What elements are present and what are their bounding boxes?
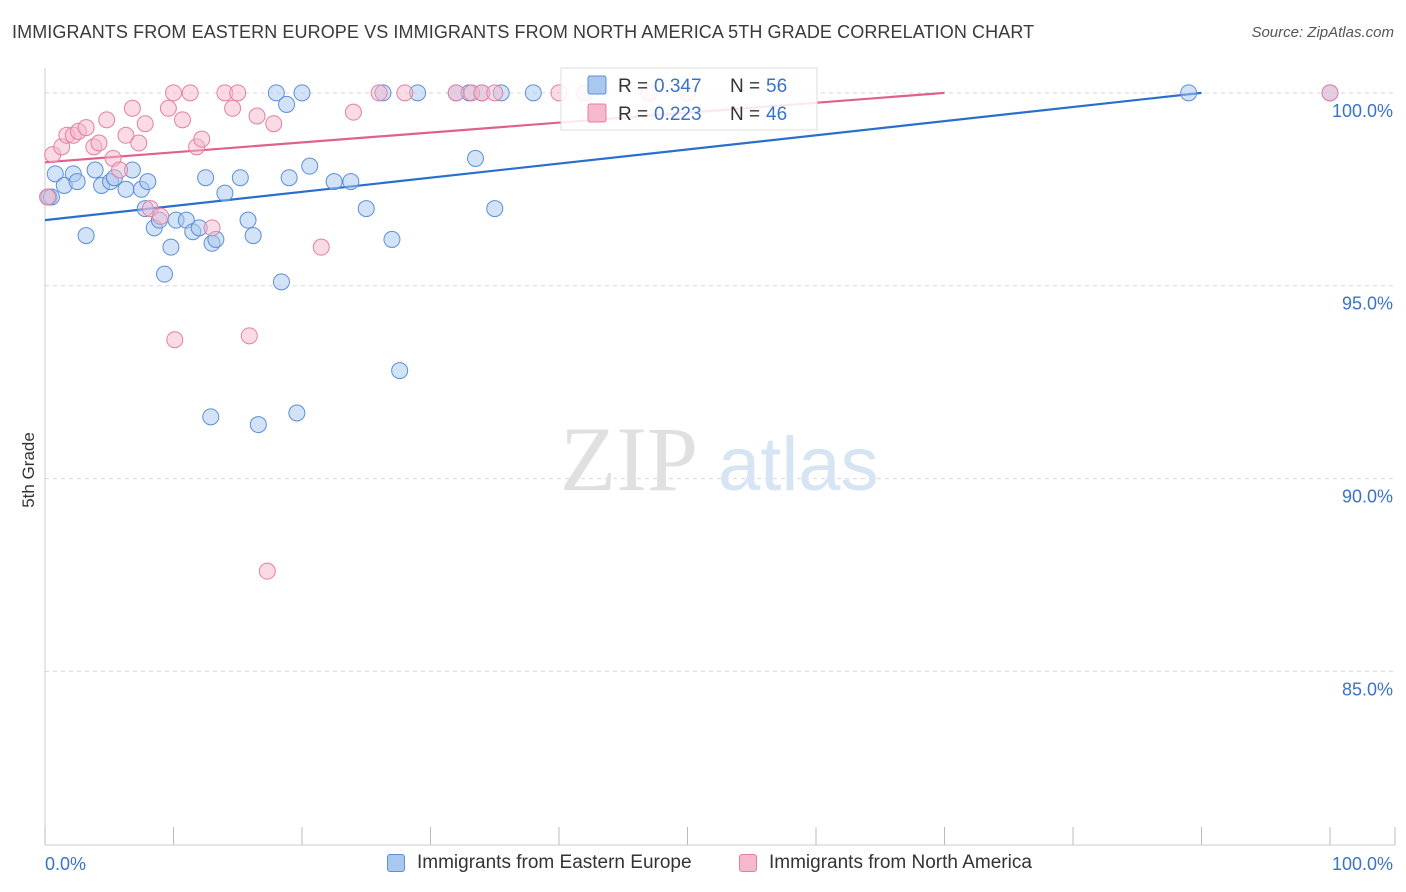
north-america-point	[39, 188, 57, 206]
legend-swatch-blue	[587, 75, 607, 95]
source-credit: Source: ZipAtlas.com	[1251, 24, 1394, 41]
eastern-europe-point	[466, 149, 484, 167]
y-axis-label: 5th Grade	[19, 432, 38, 508]
legend-r-value: 0.223	[654, 104, 702, 125]
legend-label: Immigrants from North America	[769, 852, 1032, 873]
north-america-point	[130, 134, 148, 152]
north-america-point	[193, 130, 211, 148]
eastern-europe-point	[280, 169, 298, 187]
y-tick-label: 90.0%	[1342, 487, 1393, 507]
north-america-point	[224, 99, 242, 117]
y-tick-label: 100.0%	[1332, 101, 1393, 121]
eastern-europe-point	[325, 173, 343, 191]
eastern-europe-point	[524, 84, 542, 102]
eastern-europe-point	[77, 227, 95, 245]
north-america-point	[165, 84, 182, 102]
north-america-point	[203, 219, 221, 237]
eastern-europe-point	[249, 416, 267, 434]
eastern-europe-point	[231, 169, 249, 187]
north-america-point	[312, 238, 330, 256]
eastern-europe-point	[46, 165, 64, 183]
eastern-europe-point	[301, 157, 319, 175]
north-america-point	[248, 107, 266, 125]
stats-legend: R = 0.347 N = 56 R = 0.223 N = 46	[560, 67, 818, 131]
legend-item-north-america[interactable]: Immigrants from North America	[739, 852, 1032, 874]
eastern-europe-point	[244, 227, 262, 245]
eastern-europe-point	[139, 173, 157, 191]
north-america-point	[111, 161, 129, 179]
north-america-point	[344, 103, 362, 121]
eastern-europe-point	[68, 173, 86, 191]
y-tick-label: 95.0%	[1342, 294, 1393, 314]
north-america-point	[1321, 84, 1339, 102]
north-america-point	[117, 126, 135, 144]
eastern-europe-point	[293, 84, 311, 102]
eastern-europe-point	[197, 169, 215, 187]
x-tick-labels: 0.0% 100.0%	[45, 854, 1393, 874]
north-america-point	[77, 119, 95, 137]
north-america-point	[265, 115, 283, 133]
watermark: ZIP atlas	[560, 408, 879, 510]
eastern-europe-point	[383, 230, 401, 248]
legend-r-label: R =	[618, 76, 648, 97]
legend-item-eastern-europe[interactable]: Immigrants from Eastern Europe	[387, 852, 692, 874]
north-america-point	[258, 562, 276, 580]
eastern-europe-point	[288, 404, 306, 422]
eastern-europe-point	[239, 211, 257, 229]
legend-swatch-blue	[387, 854, 405, 872]
eastern-europe-trend-line	[44, 91, 1202, 222]
legend-swatch-pink	[587, 103, 607, 123]
y-tick-labels: 100.0% 95.0% 90.0% 85.0%	[1332, 101, 1393, 700]
eastern-europe-point	[86, 161, 104, 179]
watermark-atlas: atlas	[718, 422, 879, 507]
north-america-point	[447, 84, 465, 102]
eastern-europe-point	[162, 238, 180, 256]
north-america-point	[166, 331, 184, 349]
north-america-point	[370, 84, 388, 102]
north-america-point	[486, 84, 504, 102]
bottom-legend: Immigrants from Eastern Europe Immigrant…	[0, 852, 1406, 878]
north-america-point	[396, 84, 414, 102]
north-america-point	[98, 111, 116, 129]
legend-r-value: 0.347	[654, 76, 702, 97]
eastern-europe-point	[156, 265, 174, 283]
x-tick-label: 100.0%	[1332, 854, 1393, 874]
eastern-europe-point	[357, 200, 375, 218]
legend-label: Immigrants from Eastern Europe	[417, 852, 692, 873]
eastern-europe-point	[202, 408, 220, 426]
north-america-point	[90, 134, 108, 152]
north-america-point	[152, 207, 170, 225]
north-america-point	[123, 99, 141, 117]
eastern-europe-point	[278, 95, 296, 113]
north-america-point	[181, 84, 199, 102]
y-tick-label: 85.0%	[1342, 679, 1393, 699]
eastern-europe-point	[391, 362, 409, 380]
eastern-europe-point	[267, 84, 285, 102]
legend-n-value: 56	[766, 76, 787, 97]
north-america-point	[229, 84, 247, 102]
legend-n-value: 46	[766, 104, 787, 125]
north-america-point	[159, 99, 177, 117]
eastern-europe-point	[486, 200, 504, 218]
eastern-europe-point	[342, 173, 360, 191]
eastern-europe-point	[216, 184, 234, 202]
north-america-point	[173, 111, 191, 129]
north-america-point	[240, 327, 258, 345]
eastern-europe-point	[117, 180, 135, 198]
legend-swatch-pink	[739, 854, 757, 872]
watermark-zip: ZIP	[560, 408, 698, 510]
legend-n-label: N =	[730, 76, 760, 97]
legend-r-label: R =	[618, 104, 648, 125]
x-tick-label: 0.0%	[45, 854, 86, 874]
north-america-point	[136, 115, 154, 133]
legend-n-label: N =	[730, 104, 760, 125]
chart-title: IMMIGRANTS FROM EASTERN EUROPE VS IMMIGR…	[12, 22, 1035, 42]
eastern-europe-point	[1180, 84, 1198, 102]
eastern-europe-point	[272, 273, 290, 291]
